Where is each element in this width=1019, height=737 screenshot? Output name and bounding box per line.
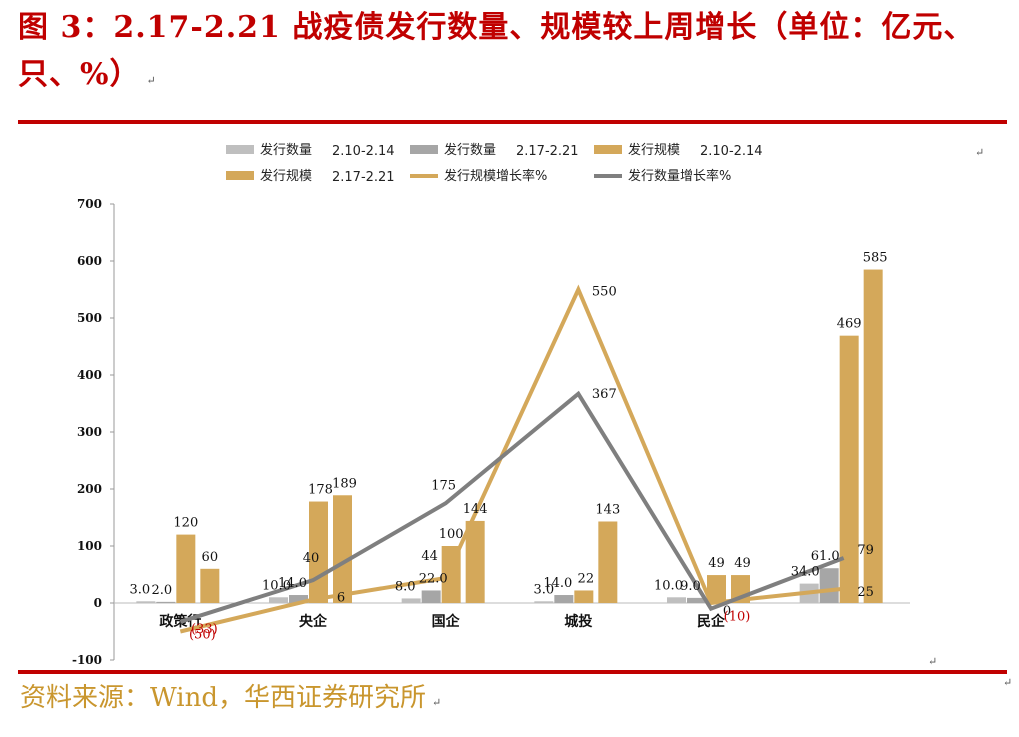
bar [200,568,220,603]
bar [863,269,883,603]
legend-period: 2.10-2.14 [700,144,763,159]
return-mark: ↵ [146,74,157,87]
y-tick-label: 0 [94,596,102,610]
category-label: 国企 [432,613,461,630]
data-label: (33) [191,622,218,637]
data-label: 144 [463,502,488,517]
series-line [179,390,845,624]
bar [156,601,176,603]
bar [667,597,686,603]
legend-swatch [594,145,622,154]
data-label: 44 [421,549,438,564]
data-label: 60 [202,550,219,565]
data-label: 0 [723,604,731,619]
data-label: 178 [308,483,333,498]
data-label: 100 [439,527,464,542]
y-tick-label: 700 [77,197,102,211]
y-tick-label: 600 [77,254,102,268]
legend-label: 发行规模 [260,168,312,184]
return-mark: ↵ [975,146,985,159]
data-label: 14.0 [543,576,572,591]
data-label: 34.0 [791,565,820,580]
y-tick-label: 500 [77,311,102,325]
category-label: 城投 [564,613,592,630]
bar [465,520,485,603]
data-label: 550 [592,285,617,300]
data-label: 22.0 [419,571,448,586]
source-note: 资料来源：Wind，华西证券研究所 ↵ [20,680,441,721]
bar [819,568,839,603]
data-label: 2.0 [151,583,172,598]
data-label: 6 [337,591,345,606]
data-label: 189 [332,476,357,491]
bar [421,590,441,603]
data-label: 120 [173,516,198,531]
bottom-rule [18,670,1007,674]
data-label: (50) [189,628,216,643]
y-tick-label: 400 [77,368,102,382]
bar [554,595,574,603]
data-label: 49 [708,556,725,571]
data-label: (10) [724,610,751,625]
legend-label: 发行数量 [444,142,496,158]
data-label: 3.0 [533,582,554,597]
data-label: 61.0 [811,549,840,564]
y-tick-label: 200 [77,482,102,496]
category-label: 央企 [299,613,328,630]
legend-label: 发行数量增长率% [628,168,731,184]
data-label: 22 [578,571,595,586]
data-label: 25 [857,585,874,600]
source-text: 资料来源：Wind，华西证券研究所 [20,683,426,713]
data-label: 10.0 [262,578,291,593]
bar [333,495,352,603]
data-label: 10.0 [654,578,683,593]
bar [839,335,859,603]
bar [707,575,726,603]
bar [401,598,421,603]
legend-label: 发行规模增长率% [444,168,547,184]
data-label: 79 [857,543,874,558]
data-label: 367 [592,387,617,402]
bar [598,521,618,603]
chart-title-text: 图 3：2.17-2.21 战疫债发行数量、规模较上周增长（单位：亿元、只、%） [18,10,975,92]
data-label: 175 [431,478,456,493]
return-mark: ↵ [928,655,938,668]
y-tick-label: -100 [72,653,102,667]
chart-title: 图 3：2.17-2.21 战疫债发行数量、规模较上周增长（单位：亿元、只、%）… [18,4,1008,104]
bar [534,601,554,603]
data-label: 8.0 [395,579,416,594]
bar [269,597,288,603]
return-mark: ↵ [1003,676,1013,689]
legend-swatch [226,171,254,180]
data-label: 143 [595,502,620,517]
data-label: 585 [863,251,888,266]
category-label: 民企 [697,613,726,630]
data-label: 14.0 [278,576,307,591]
bar [289,595,308,603]
data-label: 40 [303,551,320,566]
data-label: 469 [837,317,862,332]
legend-period: 2.17-2.21 [332,170,395,185]
bar [574,590,594,603]
legend-swatch [226,145,254,154]
data-label: 3.0 [129,582,150,597]
legend-period: 2.10-2.14 [332,144,395,159]
bar [687,597,706,603]
y-tick-label: 100 [77,539,102,553]
bar [136,601,156,603]
data-label: 9.0 [680,579,701,594]
legend-swatch [410,145,438,154]
y-tick-label: 300 [77,425,102,439]
data-label: 49 [734,556,751,571]
return-mark: ↵ [431,696,442,709]
legend-label: 发行数量 [260,142,312,158]
legend-label: 发行规模 [628,142,680,158]
legend-period: 2.17-2.21 [516,144,579,159]
bar [176,534,196,603]
top-rule [18,120,1007,124]
